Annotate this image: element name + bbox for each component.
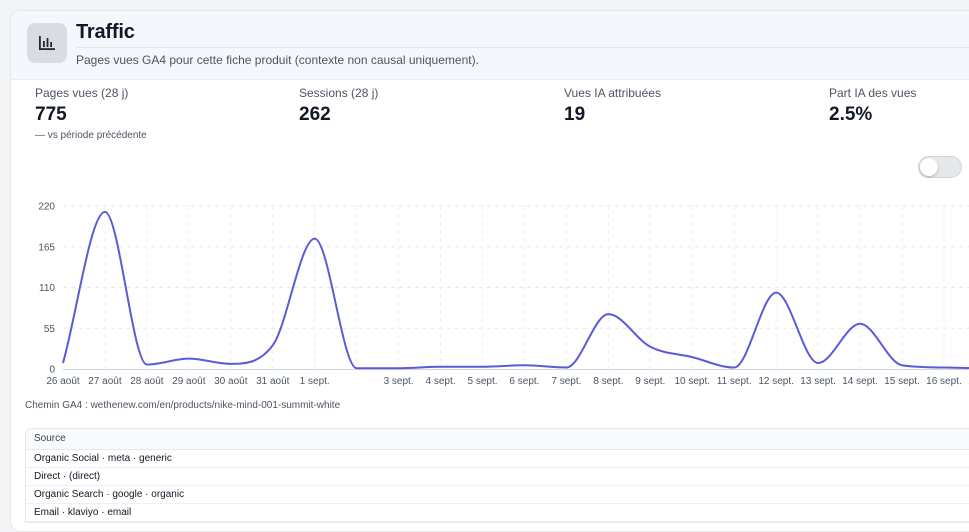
x-tick-label: 9 sept. — [635, 376, 665, 387]
x-tick-label: 26 août — [46, 376, 80, 387]
y-tick-label: 220 — [38, 202, 55, 213]
x-tick-label: 31 août — [256, 376, 290, 387]
x-tick-label: 8 sept. — [593, 376, 623, 387]
table-row: Organic Social · meta · generic — [26, 450, 969, 468]
traffic-line-chart: 0 55 110 165 220 26 août 27 août 28 août 29 août… — [0, 0, 969, 400]
x-tick-label: 6 sept. — [509, 376, 539, 387]
y-tick-label: 110 — [39, 283, 55, 294]
x-tick-label: 11 sept. — [717, 376, 752, 387]
x-tick-label: 30 août — [214, 376, 248, 387]
source-table: Source Organic Social · meta · generic D… — [25, 428, 969, 523]
x-tick-label: 5 sept. — [467, 376, 497, 387]
y-tick-label: 0 — [49, 365, 55, 376]
x-tick-label: 14 sept. — [842, 376, 878, 387]
x-tick-label: 10 sept. — [674, 376, 710, 387]
x-tick-label: 15 sept. — [884, 376, 920, 387]
x-tick-label: 1 sept. — [300, 376, 330, 387]
x-tick-label: 28 août — [130, 376, 164, 387]
table-row: Direct · (direct) — [26, 468, 969, 486]
table-header-source: Source — [26, 429, 969, 450]
x-tick-label: 27 août — [88, 376, 122, 387]
y-tick-label: 165 — [38, 242, 55, 253]
x-tick-label: 3 sept. — [384, 376, 414, 387]
x-tick-label: 7 sept. — [551, 376, 581, 387]
x-tick-label: 4 sept. — [426, 376, 456, 387]
x-tick-label: 12 sept. — [758, 376, 794, 387]
y-tick-label: 55 — [44, 324, 56, 335]
table-row: Organic Search · google · organic — [26, 486, 969, 504]
x-tick-label: 16 sept. — [926, 376, 962, 387]
series-line-pageviews — [63, 212, 969, 368]
x-tick-label: 29 août — [172, 376, 206, 387]
x-tick-label: 13 sept. — [800, 376, 836, 387]
table-row: Email · klaviyo · email — [26, 504, 969, 522]
ga4-path: Chemin GA4 : wethenew.com/en/products/ni… — [25, 400, 340, 411]
